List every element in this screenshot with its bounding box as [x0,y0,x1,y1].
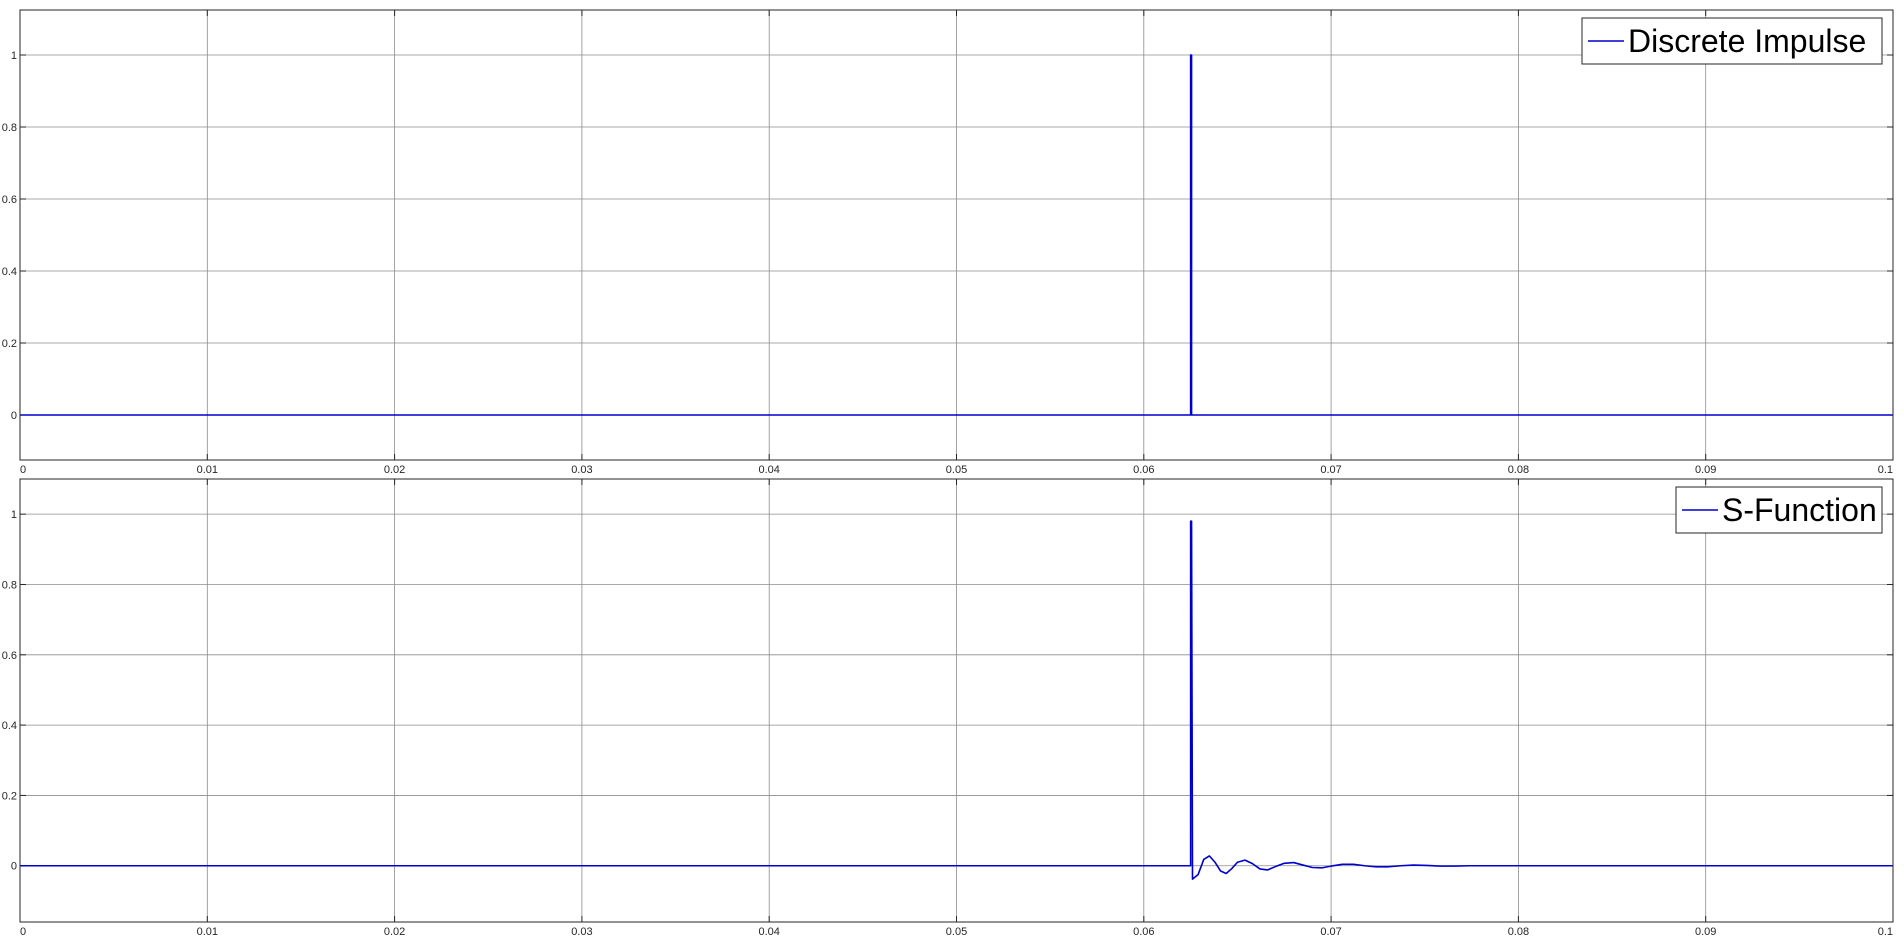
y-tick-label: 1 [11,50,17,62]
y-tick-label: 0.2 [2,338,17,350]
y-tick-label: 0.6 [2,194,17,206]
plot-discrete-impulse: 0 0.01 0.02 0.03 0.04 0.05 0.06 0.07 0.08 0.09 0.1… [2,9,1894,476]
x-tick-label: 0.08 [1508,926,1529,938]
series-line [20,520,1893,880]
legend-label: S-Function [1722,492,1877,528]
x-tick-label: 0.07 [1320,464,1341,476]
x-tick-label: 0.03 [571,464,592,476]
y-tick-label: 0.8 [2,122,17,134]
y-tick-label: 0.6 [2,650,17,662]
y-tick-label: 1 [11,509,17,521]
x-tick-label: 0.1 [1878,464,1893,476]
y-tick-label: 0.8 [2,579,17,591]
legend-box [1581,17,1883,65]
x-tick-label: 0.02 [384,464,405,476]
legend: Discrete Impulse [1581,17,1883,65]
x-tick-label: 0.06 [1133,464,1154,476]
x-tick-label: 0 [20,464,26,476]
x-tick-label: 0.07 [1320,926,1341,938]
x-tick-label: 0.05 [946,464,967,476]
x-tick-label: 0.01 [197,926,218,938]
x-tick-label: 0.05 [946,926,967,938]
x-tick-label: 0.09 [1695,926,1716,938]
plot-s-function: 0 0.01 0.02 0.03 0.04 0.05 0.06 0.07 0.08 0.09 0.1… [2,478,1894,938]
x-tick-label: 0.09 [1695,464,1716,476]
legend: S-Function [1675,486,1883,534]
x-tick-label: 0.04 [758,926,779,938]
x-tick-label: 0.02 [384,926,405,938]
x-tick-label: 0.04 [758,464,779,476]
y-tick-label: 0.2 [2,790,17,802]
x-tick-label: 0.1 [1878,926,1893,938]
y-tick-label: 0 [11,410,17,422]
y-tick-label: 0.4 [2,720,17,732]
axes-frame [19,9,1894,461]
y-tick-label: 0.4 [2,266,17,278]
y-tick-label: 0 [11,861,17,873]
axes-frame [19,478,1894,923]
x-tick-label: 0.08 [1508,464,1529,476]
x-tick-label: 0 [20,926,26,938]
x-tick-label: 0.03 [571,926,592,938]
x-tick-label: 0.01 [197,464,218,476]
series-line [20,54,1893,416]
legend-label: Discrete Impulse [1628,23,1866,59]
x-tick-label: 0.06 [1133,926,1154,938]
